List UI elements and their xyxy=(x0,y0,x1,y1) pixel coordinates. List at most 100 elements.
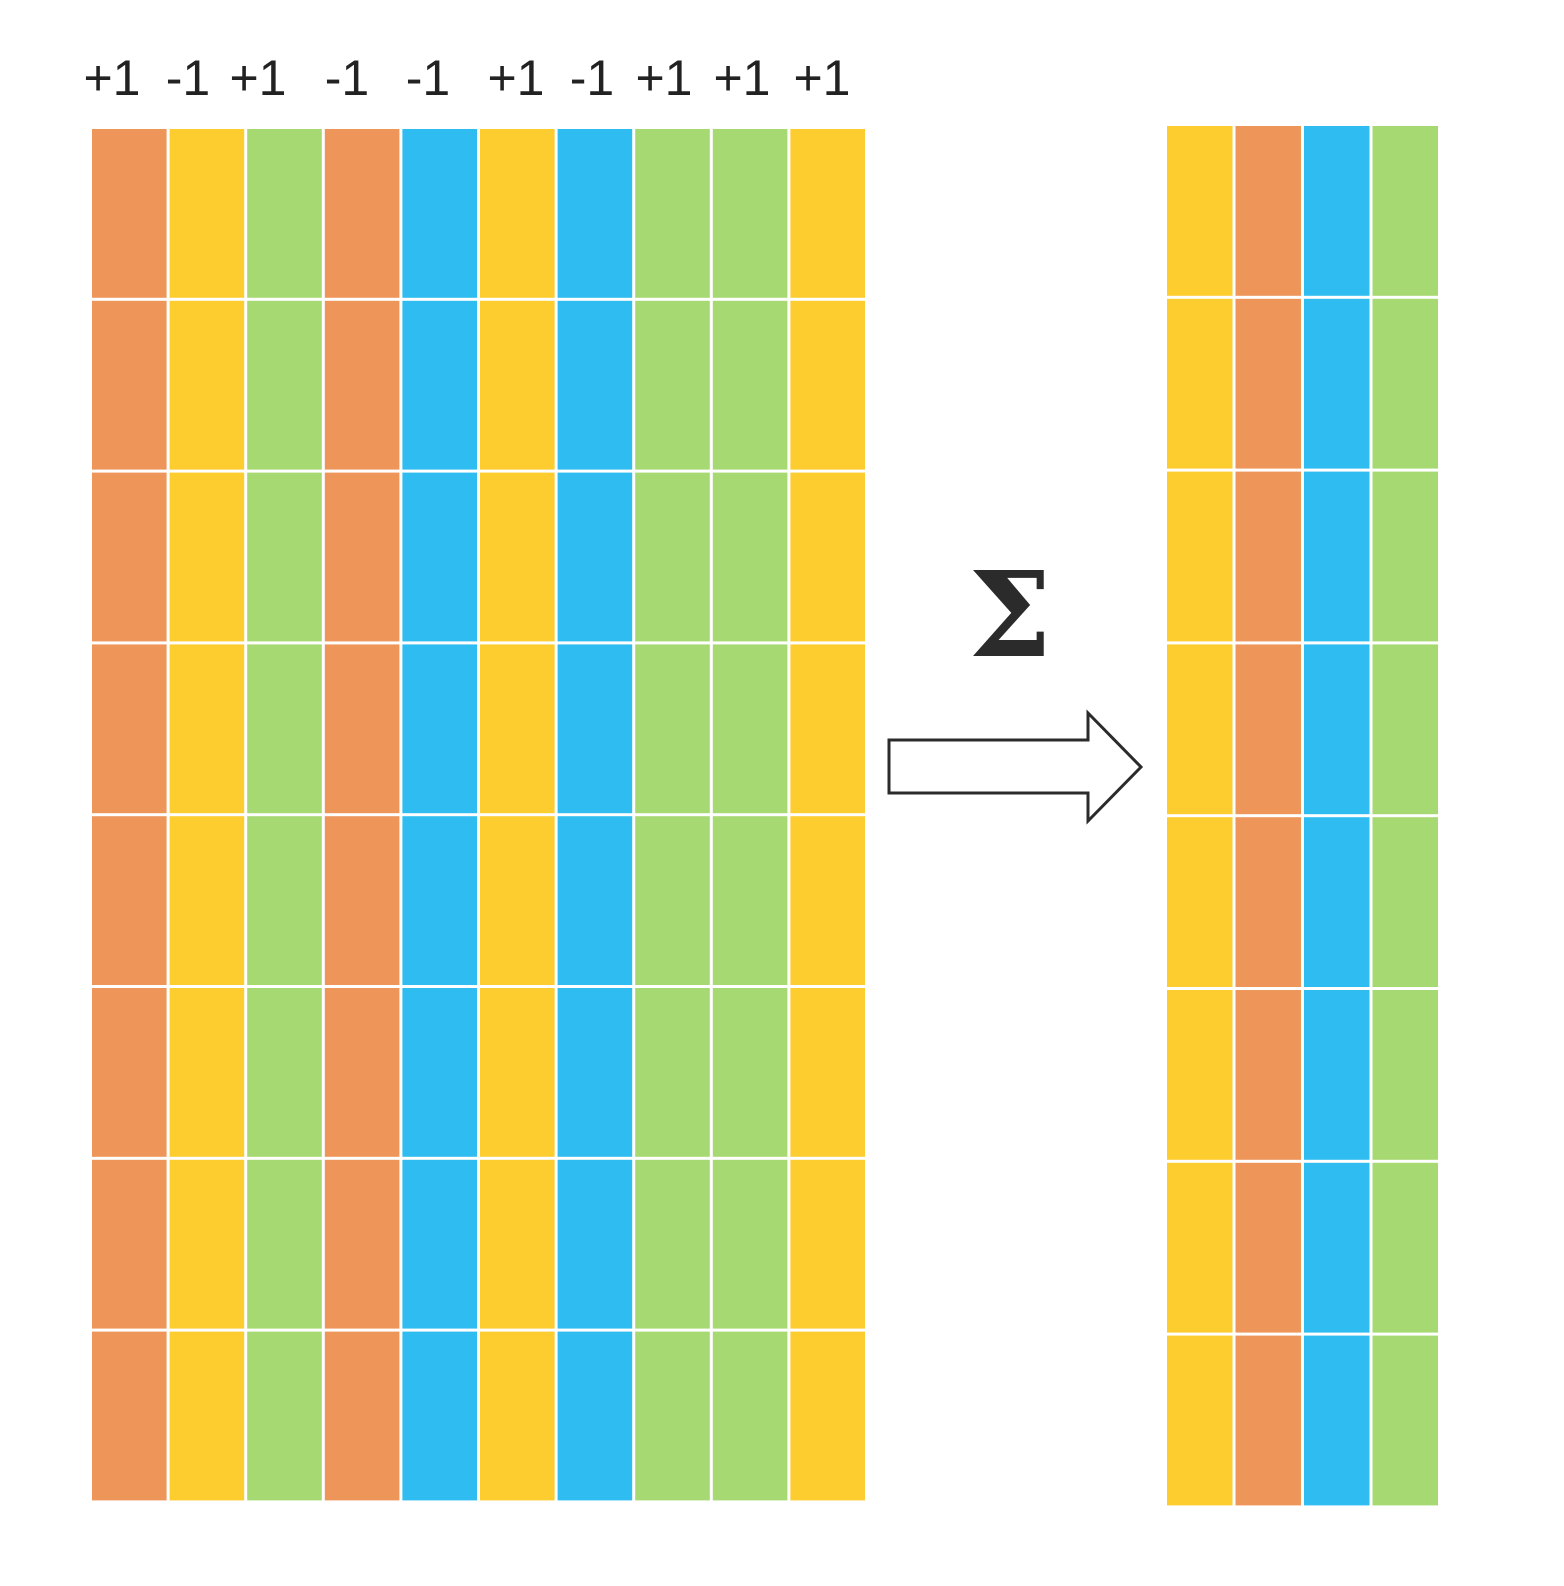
right-grid-cell-c2-r6 xyxy=(1235,990,1301,1160)
right-grid-cell-c1-r3 xyxy=(1167,471,1233,642)
left-grid-cell-c8-r2 xyxy=(635,300,710,470)
right-grid-cell-c1-r7 xyxy=(1167,1162,1233,1333)
left-grid-cell-c6-r8 xyxy=(480,1331,555,1501)
left-grid-cell-c9-r8 xyxy=(712,1331,788,1501)
left-grid-cell-c1-r6 xyxy=(92,988,167,1157)
left-grid-cell-c5-r1 xyxy=(402,129,477,298)
left-grid-cell-c3-r2 xyxy=(247,300,322,470)
left-grid-cell-c4-r1 xyxy=(324,129,400,298)
left-grid-cell-c3-r7 xyxy=(247,1159,322,1329)
left-grid-cell-c7-r4 xyxy=(557,644,633,814)
left-grid-cell-c10-r7 xyxy=(790,1159,865,1329)
left-grid-cell-c5-r5 xyxy=(402,816,477,985)
left-grid-cell-c1-r2 xyxy=(92,300,167,470)
left-grid-cell-c5-r7 xyxy=(402,1159,477,1329)
left-grid-cell-c9-r5 xyxy=(712,816,788,985)
sign-label-col-9: +1 xyxy=(713,50,771,106)
sign-label-col-3: +1 xyxy=(229,50,287,106)
left-grid-cell-c7-r2 xyxy=(557,300,633,470)
left-grid-cell-c9-r7 xyxy=(712,1159,788,1329)
left-grid-cell-c3-r6 xyxy=(247,988,322,1157)
left-grid-cell-c7-r7 xyxy=(557,1159,633,1329)
left-grid-cell-c3-r1 xyxy=(247,129,322,298)
left-grid-cell-c9-r4 xyxy=(712,644,788,814)
right-grid-cell-c4-r6 xyxy=(1372,990,1438,1160)
right-grid-cell-c1-r5 xyxy=(1167,817,1233,987)
right-grid-cell-c2-r3 xyxy=(1235,471,1301,642)
left-grid-cell-c7-r6 xyxy=(557,988,633,1157)
right-grid-cell-c2-r2 xyxy=(1235,298,1301,469)
left-grid-cell-c4-r8 xyxy=(324,1331,400,1501)
right-grid-cell-c3-r7 xyxy=(1304,1162,1370,1333)
right-grid-cell-c3-r1 xyxy=(1304,126,1370,296)
left-grid-cell-c3-r4 xyxy=(247,644,322,814)
left-grid-cell-c6-r4 xyxy=(480,644,555,814)
left-grid-cell-c2-r1 xyxy=(169,129,245,298)
right-grid-cell-c4-r7 xyxy=(1372,1162,1438,1333)
left-grid-cell-c5-r2 xyxy=(402,300,477,470)
left-grid-cell-c5-r3 xyxy=(402,472,477,642)
right-grid-cell-c3-r3 xyxy=(1304,471,1370,642)
left-grid-cell-c5-r8 xyxy=(402,1331,477,1501)
left-grid-cell-c10-r2 xyxy=(790,300,865,470)
right-grid-cell-c4-r4 xyxy=(1372,644,1438,815)
left-grid-cell-c3-r3 xyxy=(247,472,322,642)
left-grid-cell-c10-r5 xyxy=(790,816,865,985)
right-grid-cell-c3-r8 xyxy=(1304,1335,1370,1506)
right-grid-cell-c1-r6 xyxy=(1167,990,1233,1160)
left-grid-cell-c10-r6 xyxy=(790,988,865,1157)
right-grid-cell-c2-r1 xyxy=(1235,126,1301,296)
right-grid-cell-c3-r2 xyxy=(1304,298,1370,469)
right-grid-cell-c1-r2 xyxy=(1167,298,1233,469)
left-grid-cell-c1-r5 xyxy=(92,816,167,985)
left-grid-cell-c1-r8 xyxy=(92,1331,167,1501)
sign-label-col-1: +1 xyxy=(83,50,141,106)
left-grid-cell-c8-r4 xyxy=(635,644,710,814)
left-grid-cell-c6-r5 xyxy=(480,816,555,985)
left-grid-cell-c10-r8 xyxy=(790,1331,865,1501)
right-grid-cell-c1-r1 xyxy=(1167,126,1233,296)
left-grid-cell-c10-r1 xyxy=(790,129,865,298)
left-grid-cell-c2-r3 xyxy=(169,472,245,642)
right-grid-cell-c2-r4 xyxy=(1235,644,1301,815)
right-grid-cell-c2-r8 xyxy=(1235,1335,1301,1506)
left-grid-cell-c3-r5 xyxy=(247,816,322,985)
right-grid-cell-c4-r5 xyxy=(1372,817,1438,987)
left-grid-cell-c1-r1 xyxy=(92,129,167,298)
right-grid-cell-c4-r8 xyxy=(1372,1335,1438,1506)
left-grid-cell-c9-r2 xyxy=(712,300,788,470)
left-grid-cell-c8-r1 xyxy=(635,129,710,298)
left-grid-cell-c6-r6 xyxy=(480,988,555,1157)
left-grid-cell-c2-r8 xyxy=(169,1331,245,1501)
sign-label-col-6: +1 xyxy=(487,50,545,106)
right-grid-cell-c1-r8 xyxy=(1167,1335,1233,1506)
left-grid-cell-c9-r3 xyxy=(712,472,788,642)
right-grid-cell-c1-r4 xyxy=(1167,644,1233,815)
left-grid-cell-c4-r4 xyxy=(324,644,400,814)
left-grid-cell-c9-r6 xyxy=(712,988,788,1157)
left-grid-cell-c8-r7 xyxy=(635,1159,710,1329)
sign-label-col-10: +1 xyxy=(793,50,851,106)
left-grid-cell-c7-r5 xyxy=(557,816,633,985)
left-grid-cell-c4-r5 xyxy=(324,816,400,985)
left-grid-cell-c8-r5 xyxy=(635,816,710,985)
right-grid-cell-c2-r5 xyxy=(1235,817,1301,987)
right-grid-cell-c3-r6 xyxy=(1304,990,1370,1160)
left-grid-cell-c7-r1 xyxy=(557,129,633,298)
left-grid-cell-c8-r6 xyxy=(635,988,710,1157)
left-grid-cell-c6-r7 xyxy=(480,1159,555,1329)
left-grid-cell-c8-r3 xyxy=(635,472,710,642)
left-grid-cell-c9-r1 xyxy=(712,129,788,298)
left-grid-cell-c2-r5 xyxy=(169,816,245,985)
right-grid-cell-c4-r3 xyxy=(1372,471,1438,642)
sign-label-col-4: -1 xyxy=(324,50,370,106)
left-grid-cell-c2-r6 xyxy=(169,988,245,1157)
left-grid-cell-c1-r7 xyxy=(92,1159,167,1329)
left-grid-cell-c2-r2 xyxy=(169,300,245,470)
left-grid-cell-c8-r8 xyxy=(635,1331,710,1501)
left-grid-cell-c3-r8 xyxy=(247,1331,322,1501)
sign-label-col-7: -1 xyxy=(569,50,615,106)
